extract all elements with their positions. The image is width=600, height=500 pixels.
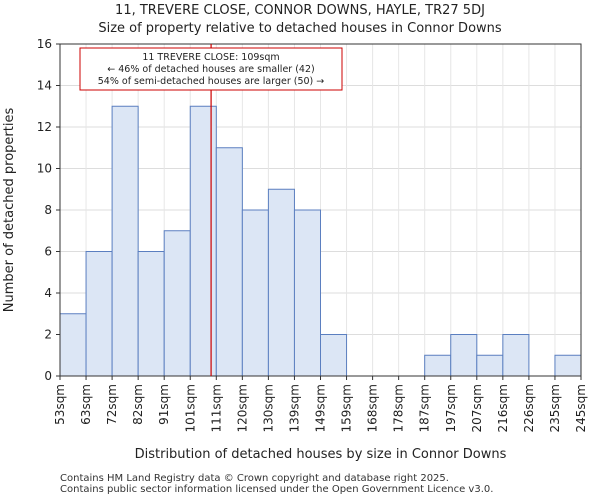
y-tick-label: 2 bbox=[44, 328, 52, 342]
x-tick-label: 149sqm bbox=[314, 384, 328, 432]
histogram-bar bbox=[111, 105, 139, 377]
y-tick-label: 14 bbox=[37, 79, 52, 93]
y-tick-label: 16 bbox=[37, 37, 52, 51]
histogram-bar bbox=[241, 209, 269, 377]
y-axis-label: Number of detached properties bbox=[2, 108, 17, 313]
histogram-bar bbox=[424, 354, 452, 377]
footer-line-1: Contains HM Land Registry data © Crown c… bbox=[60, 473, 449, 484]
footer-line-2: Contains public sector information licen… bbox=[60, 484, 494, 495]
y-tick-label: 8 bbox=[44, 203, 52, 217]
x-tick-label: 139sqm bbox=[287, 384, 301, 432]
chart-subtitle: Size of property relative to detached ho… bbox=[98, 21, 502, 36]
histogram-bar bbox=[163, 230, 191, 377]
x-tick-label: 91sqm bbox=[157, 384, 171, 425]
x-tick-label: 63sqm bbox=[79, 384, 93, 425]
chart-title: 11, TREVERE CLOSE, CONNOR DOWNS, HAYLE, … bbox=[115, 3, 485, 18]
x-axis-label: Distribution of detached houses by size … bbox=[135, 447, 507, 462]
annotation-line: 54% of semi-detached houses are larger (… bbox=[98, 76, 325, 87]
histogram-bar bbox=[320, 334, 348, 377]
x-tick-label: 72sqm bbox=[105, 384, 119, 425]
y-tick-label: 6 bbox=[44, 245, 52, 259]
histogram-bar bbox=[137, 251, 165, 377]
annotation-line: 11 TREVERE CLOSE: 109sqm bbox=[142, 52, 279, 63]
histogram-bar bbox=[267, 188, 295, 377]
x-tick-label: 130sqm bbox=[261, 384, 275, 432]
x-tick-label: 216sqm bbox=[496, 384, 510, 432]
x-tick-label: 53sqm bbox=[53, 384, 67, 425]
histogram-bar bbox=[450, 334, 478, 377]
x-tick-label: 111sqm bbox=[209, 384, 223, 432]
histogram-bar bbox=[85, 251, 113, 377]
y-tick-label: 0 bbox=[44, 369, 52, 383]
x-tick-label: 207sqm bbox=[470, 384, 484, 432]
histogram-bar bbox=[293, 209, 322, 377]
x-tick-label: 159sqm bbox=[340, 384, 354, 432]
x-tick-label: 82sqm bbox=[131, 384, 145, 425]
histogram-bar bbox=[59, 313, 87, 377]
histogram-bar bbox=[476, 354, 504, 377]
annotation-box bbox=[79, 47, 343, 91]
x-tick-label: 168sqm bbox=[366, 384, 380, 432]
histogram-bar bbox=[554, 354, 582, 377]
y-tick-label: 10 bbox=[37, 162, 52, 176]
x-tick-label: 120sqm bbox=[235, 384, 249, 432]
annotation-line: ← 46% of detached houses are smaller (42… bbox=[107, 64, 314, 75]
histogram-bar bbox=[215, 147, 243, 377]
x-tick-label: 197sqm bbox=[444, 384, 458, 432]
x-tick-label: 235sqm bbox=[548, 384, 562, 432]
x-tick-label: 178sqm bbox=[392, 384, 406, 432]
y-tick-label: 12 bbox=[37, 120, 52, 134]
x-tick-label: 226sqm bbox=[522, 384, 536, 432]
x-tick-label: 101sqm bbox=[183, 384, 197, 432]
histogram-bar bbox=[502, 334, 530, 377]
x-tick-label: 245sqm bbox=[574, 384, 588, 432]
y-tick-label: 4 bbox=[44, 286, 52, 300]
x-tick-label: 187sqm bbox=[418, 384, 432, 432]
histogram-bar bbox=[189, 105, 217, 377]
